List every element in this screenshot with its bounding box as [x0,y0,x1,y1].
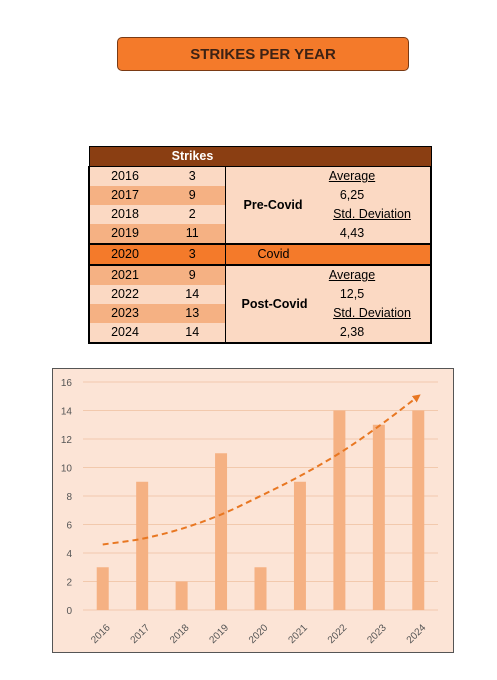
strikes-cell: 9 [160,265,225,285]
bar-2024 [412,411,424,611]
bar-2022 [333,411,345,611]
strikes-cell: 14 [160,285,225,304]
strikes-cell: 2 [160,205,225,224]
bar-2016 [97,567,109,610]
covid-label: Covid [225,244,431,265]
x-tick-label: 2019 [208,622,232,646]
year-cell: 2018 [89,205,160,224]
covid-label-text: Covid [258,247,290,261]
strikes-table: Strikes 2016 3 Pre-Covid Average 6,25 St… [88,146,432,344]
header-strikes: Strikes [160,147,225,167]
y-tick-label: 0 [66,606,72,617]
x-tick-label: 2022 [326,622,350,646]
table-row-covid: 2020 3 Covid [89,244,431,265]
y-tick-label: 14 [61,407,73,418]
pre-average-label: Average [302,167,402,186]
x-tick-label: 2017 [129,622,153,646]
post-average-label: Average [302,266,402,285]
pre-covid-label: Pre-Covid [244,196,303,215]
strikes-chart: 0 2 4 6 8 10 12 14 16 2016 2017 2018 2019 2020 2021 202… [52,368,454,653]
year-cell: 2021 [89,265,160,285]
bar-2018 [176,582,188,611]
y-tick-label: 16 [61,378,73,389]
year-cell: 2022 [89,285,160,304]
strikes-cell: 13 [160,304,225,323]
strikes-cell: 11 [160,224,225,244]
bar-2023 [373,425,385,610]
y-tick-label: 6 [66,521,72,532]
table-row: 2016 3 Pre-Covid Average 6,25 Std. Devia… [89,167,431,187]
year-cell: 2023 [89,304,160,323]
x-tick-label: 2021 [286,622,310,646]
post-covid-label: Post-Covid [242,295,308,314]
trend-arrow [103,396,419,544]
y-tick-label: 12 [61,435,73,446]
strikes-cell: 3 [160,244,225,265]
strikes-cell: 9 [160,186,225,205]
x-tick-label: 2016 [89,622,113,646]
table-row: 2021 9 Post-Covid Average 12,5 Std. Devi… [89,265,431,285]
x-tick-label: 2018 [168,622,192,646]
y-tick-label: 2 [66,578,72,589]
year-cell: 2016 [89,167,160,187]
year-cell: 2020 [89,244,160,265]
pre-average-value: 6,25 [302,186,402,205]
strikes-cell: 14 [160,323,225,343]
chart-svg: 0 2 4 6 8 10 12 14 16 2016 2017 2018 2019 2020 2021 202… [53,369,453,652]
bar-2020 [255,567,267,610]
post-sd-label: Std. Deviation [322,304,422,323]
x-tick-label: 2020 [247,622,271,646]
strikes-cell: 3 [160,167,225,187]
page-title: STRIKES PER YEAR [117,37,409,71]
y-tick-label: 8 [66,492,72,503]
table-header: Strikes [89,147,431,167]
y-tick-label: 4 [66,549,72,560]
bar-2019 [215,453,227,610]
pre-sd-value: 4,43 [302,224,402,243]
bar-2021 [294,482,306,610]
year-cell: 2024 [89,323,160,343]
x-tick-label: 2024 [405,622,429,646]
x-tick-label: 2023 [365,622,389,646]
y-tick-label: 10 [61,464,73,475]
post-sd-value: 2,38 [302,323,402,342]
post-covid-stats: Post-Covid Average 12,5 Std. Deviation 2… [225,265,431,343]
year-cell: 2017 [89,186,160,205]
post-average-value: 12,5 [302,285,402,304]
bar-2017 [136,482,148,610]
year-cell: 2019 [89,224,160,244]
pre-sd-label: Std. Deviation [322,205,422,224]
pre-covid-stats: Pre-Covid Average 6,25 Std. Deviation 4,… [225,167,431,245]
